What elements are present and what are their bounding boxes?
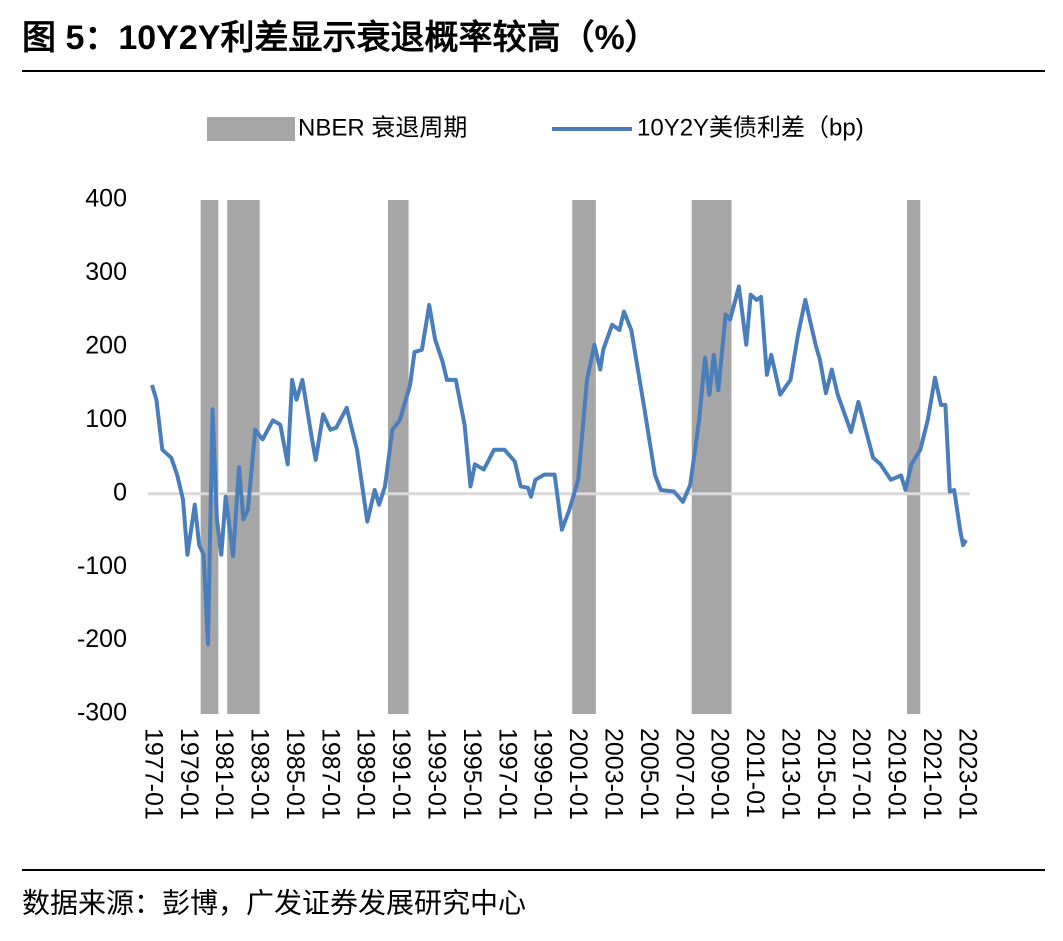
recession-band [227, 200, 260, 714]
recession-band [572, 200, 596, 714]
x-tick-label: 2023-01 [953, 728, 981, 820]
x-tick-label: 2003-01 [599, 728, 627, 820]
x-tick-label: 2017-01 [847, 728, 875, 820]
x-tick-label: 2005-01 [635, 728, 663, 820]
x-tick-label: 1979-01 [175, 728, 203, 820]
x-tick-label: 1997-01 [493, 728, 521, 820]
source-note: 数据来源：彭博，广发证券发展研究中心 [22, 887, 526, 920]
series-line [150, 284, 968, 647]
x-tick-label: 1981-01 [210, 728, 238, 820]
legend-label: 10Y2Y美债利差（bp) [637, 114, 864, 141]
x-tick-label: 2009-01 [706, 728, 734, 820]
y-tick-label: 200 [85, 331, 127, 359]
y-tick-label: -200 [77, 625, 127, 653]
recession-band [387, 200, 409, 714]
x-tick-label: 2019-01 [883, 728, 911, 820]
x-tick-label: 1999-01 [529, 728, 557, 820]
recession-band [691, 200, 732, 714]
x-tick-label: 1987-01 [316, 728, 344, 820]
chart-title: 图 5：10Y2Y利差显示衰退概率较高（%） [22, 18, 659, 57]
x-tick-label: 1993-01 [423, 728, 451, 820]
y-tick-label: 300 [85, 258, 127, 286]
x-tick-label: 2013-01 [776, 728, 804, 820]
x-tick-label: 2007-01 [670, 728, 698, 820]
x-tick-label: 1995-01 [458, 728, 486, 820]
y-tick-label: 100 [85, 405, 127, 433]
x-tick-label: 2015-01 [812, 728, 840, 820]
x-tick-label: 2021-01 [918, 728, 946, 820]
x-tick-label: 2001-01 [564, 728, 592, 820]
x-tick-label: 1991-01 [387, 728, 415, 820]
legend-swatch [207, 117, 295, 141]
y-tick-label: 0 [113, 478, 127, 506]
x-tick-label: 1983-01 [246, 728, 274, 820]
x-tick-label: 1985-01 [281, 728, 309, 820]
x-tick-label: 1989-01 [352, 728, 380, 820]
legend-label: NBER 衰退周期 [298, 114, 467, 141]
x-tick-label: 1977-01 [139, 728, 167, 820]
y-tick-label: 400 [85, 185, 127, 213]
x-tick-label: 2011-01 [741, 728, 769, 818]
y-tick-label: -100 [77, 552, 127, 580]
y-tick-label: -300 [77, 699, 127, 727]
